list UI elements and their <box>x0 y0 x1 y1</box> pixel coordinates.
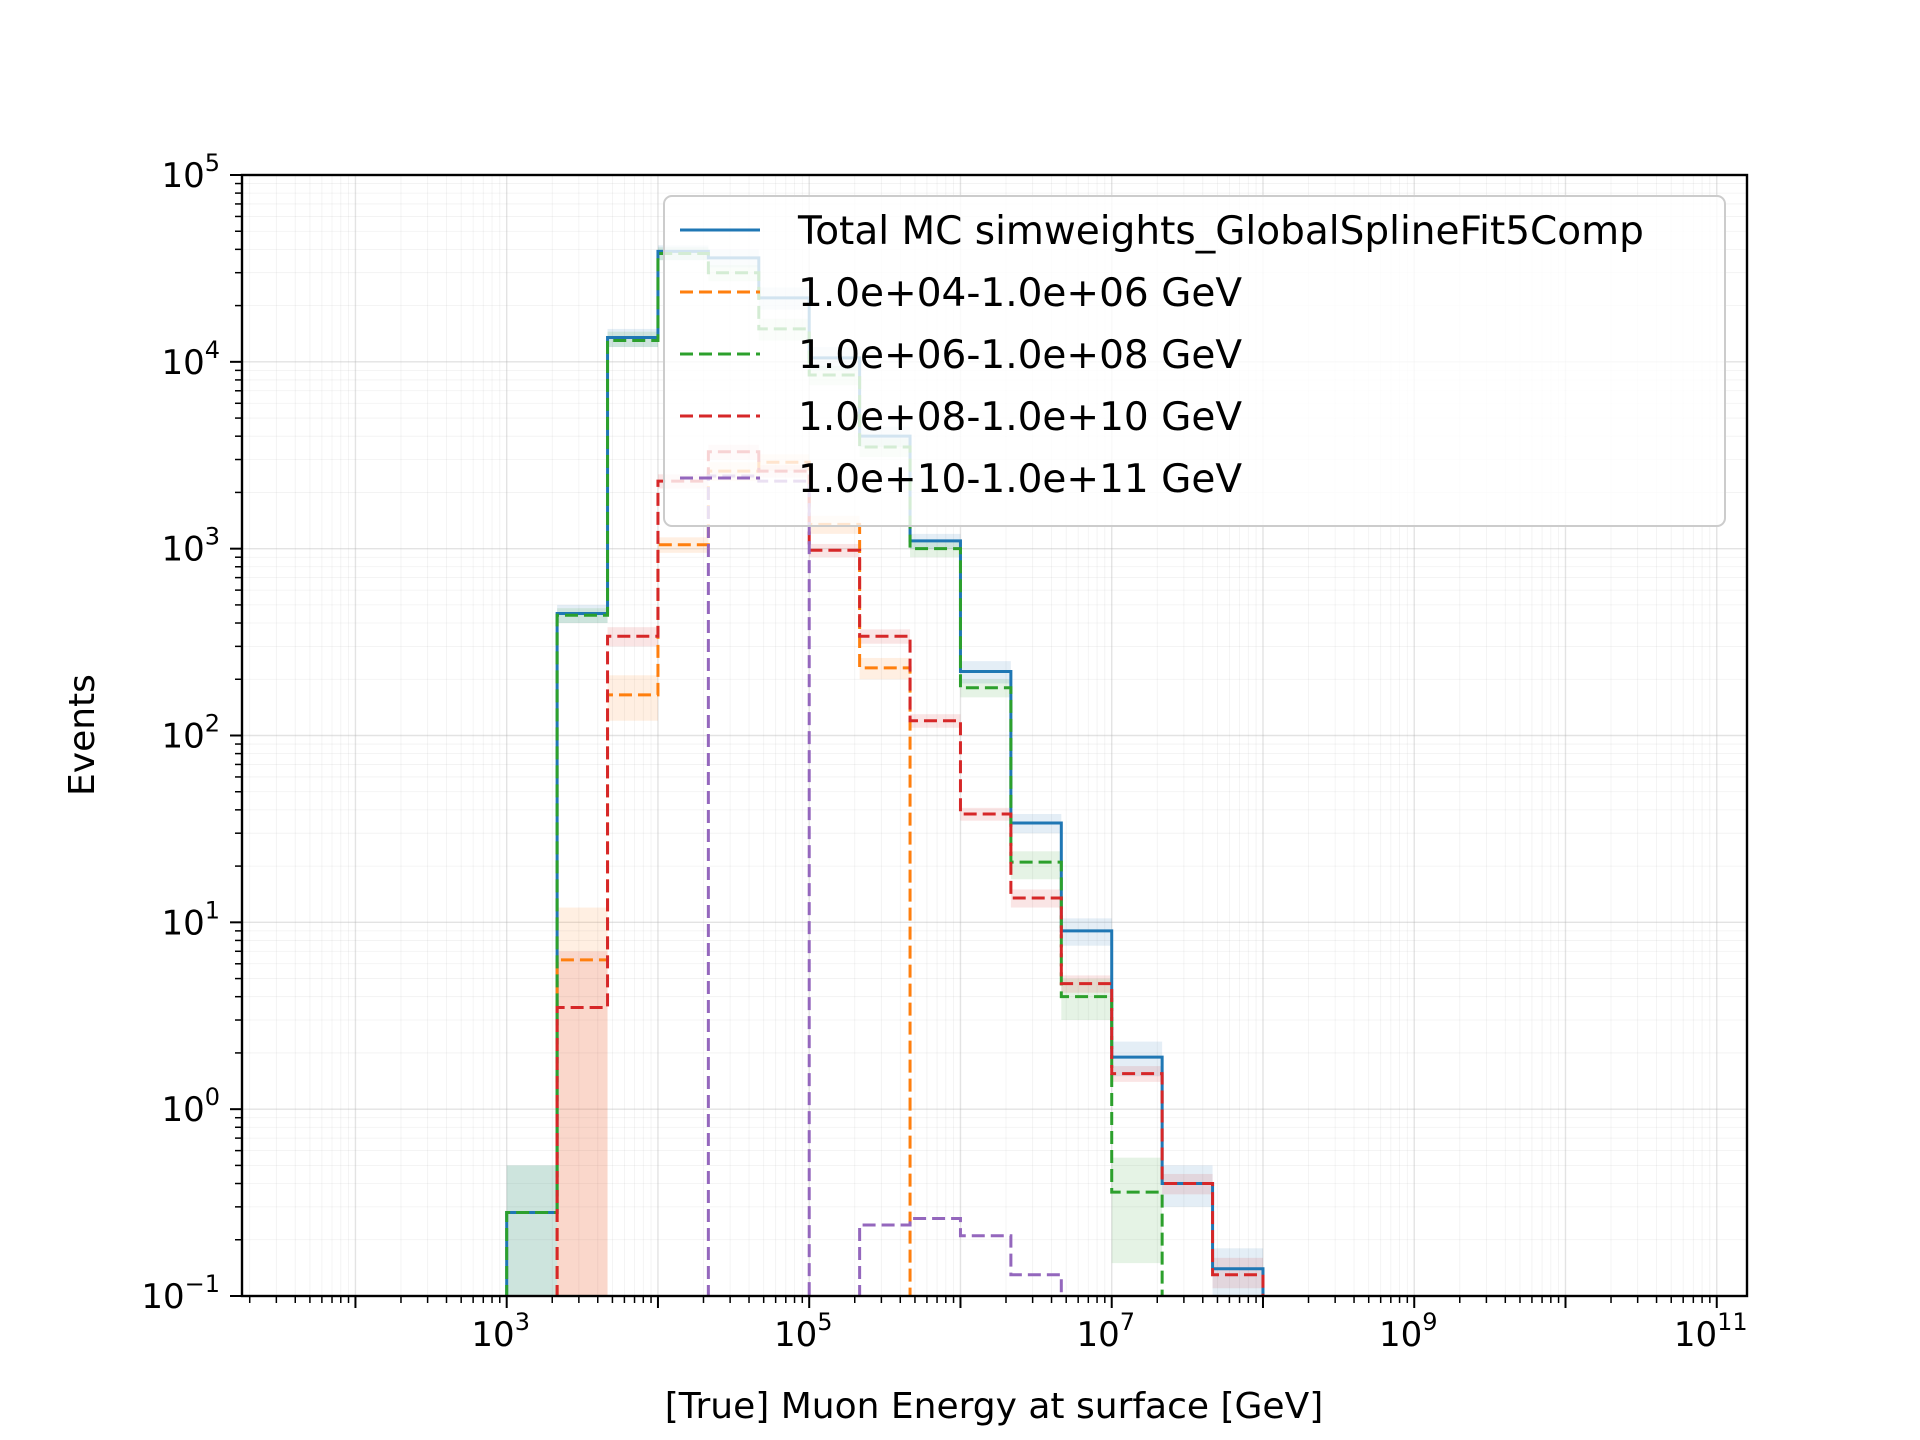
legend-entry: 1.0e+10-1.0e+11 GeV <box>680 457 1242 502</box>
legend-label: 1.0e+08-1.0e+10 GeV <box>798 395 1242 440</box>
uncertainty-band <box>1212 1257 1263 1289</box>
uncertainty-band <box>557 608 608 624</box>
legend-box <box>663 195 1726 527</box>
uncertainty-band <box>1212 1248 1263 1296</box>
y-tick-label: 104 <box>161 336 220 383</box>
legend-label: 1.0e+10-1.0e+11 GeV <box>798 457 1242 502</box>
legend: Total MC simweights_GlobalSplineFit5Comp… <box>663 195 1726 527</box>
uncertainty-band <box>607 627 658 647</box>
y-tick-label: 105 <box>161 149 220 196</box>
uncertainty-band <box>1010 851 1062 880</box>
x-tick-label: 103 <box>471 1308 530 1355</box>
legend-label: 1.0e+04-1.0e+06 GeV <box>798 271 1242 316</box>
uncertainty-band <box>506 1165 558 1296</box>
series-line <box>555 450 1265 1296</box>
histogram-bin <box>1011 860 1061 864</box>
x-tick-label: 107 <box>1076 1308 1135 1355</box>
series-3 <box>555 450 1265 1296</box>
histogram-bin <box>507 1210 557 1214</box>
uncertainty-band <box>1162 1165 1213 1207</box>
svg-text:103: 103 <box>161 523 220 570</box>
svg-text:104: 104 <box>161 336 220 383</box>
histogram-bin <box>557 613 607 617</box>
legend-entry: 1.0e+04-1.0e+06 GeV <box>680 271 1242 316</box>
histogram-bin <box>608 634 658 638</box>
uncertainty-band <box>506 1165 558 1296</box>
histogram-bin <box>1112 1072 1162 1076</box>
series-1 <box>555 460 912 1296</box>
svg-text:101: 101 <box>161 896 220 943</box>
legend-entry: 1.0e+06-1.0e+08 GeV <box>680 333 1242 378</box>
svg-text:105: 105 <box>161 149 220 196</box>
y-tick-label: 102 <box>161 710 220 757</box>
svg-text:100: 100 <box>161 1083 220 1130</box>
y-tick-label: 103 <box>161 523 220 570</box>
uncertainty-band <box>607 675 658 721</box>
svg-text:102: 102 <box>161 710 220 757</box>
x-tick-label: 105 <box>774 1308 833 1355</box>
legend-entry: Total MC simweights_GlobalSplineFit5Comp <box>680 209 1644 254</box>
y-axis-label: Events <box>62 674 103 796</box>
x-tick-label: 1011 <box>1674 1308 1748 1355</box>
y-tick-label: 10−1 <box>141 1270 220 1317</box>
uncertainty-band <box>1111 1157 1163 1264</box>
y-tick-label: 101 <box>161 896 220 943</box>
series-line <box>555 460 912 1296</box>
legend-entry: 1.0e+08-1.0e+10 GeV <box>680 395 1242 440</box>
uncertainty-band <box>557 951 608 1296</box>
uncertainty-band <box>557 907 608 1296</box>
svg-text:10−1: 10−1 <box>141 1270 220 1317</box>
legend-label: Total MC simweights_GlobalSplineFit5Comp <box>797 209 1644 254</box>
y-tick-label: 100 <box>161 1083 220 1130</box>
uncertainty-band <box>1111 1066 1163 1082</box>
x-axis-label: [True] Muon Energy at surface [GeV] <box>665 1386 1324 1427</box>
uncertainty-band <box>1061 978 1112 1021</box>
uncertainty-band <box>1111 1041 1163 1077</box>
ticks: 103 105 107 109 1011 10−1 100 101 102 103 104 105 <box>141 149 1747 1355</box>
x-tick-label: 109 <box>1379 1308 1438 1355</box>
legend-label: 1.0e+06-1.0e+08 GeV <box>798 333 1242 378</box>
